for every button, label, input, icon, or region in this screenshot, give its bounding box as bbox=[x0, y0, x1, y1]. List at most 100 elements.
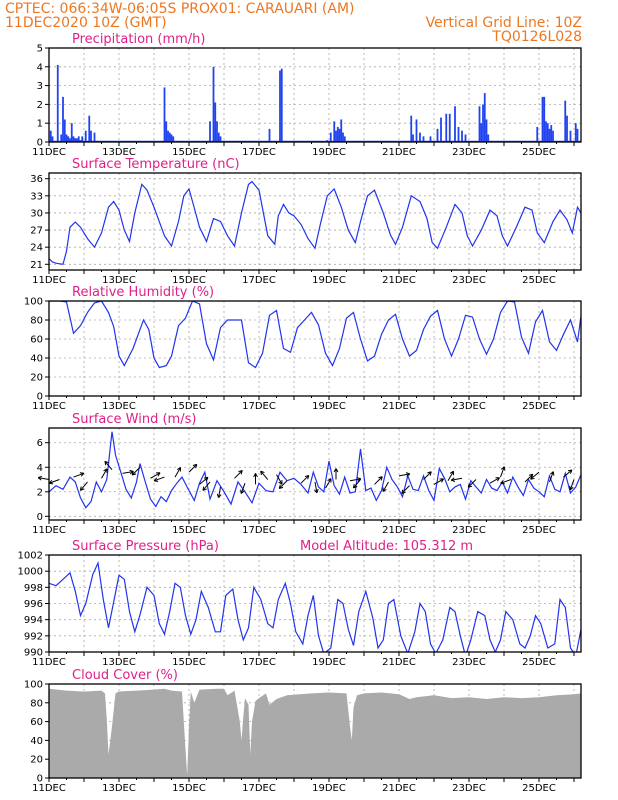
precip-bar bbox=[72, 136, 75, 142]
x-tick-label: 23DEC bbox=[452, 275, 486, 286]
precip-bar bbox=[67, 136, 70, 142]
precip-bar bbox=[543, 96, 546, 142]
precip-bar bbox=[60, 134, 63, 142]
cloud-cover-area bbox=[49, 688, 581, 778]
wind-arrow bbox=[48, 479, 60, 485]
wind-arrow bbox=[325, 478, 332, 489]
y-tick-label: 27 bbox=[30, 226, 43, 237]
series-line bbox=[49, 180, 581, 265]
y-tick-label: 30 bbox=[30, 208, 43, 219]
precip-bar bbox=[412, 134, 414, 142]
precip-bar bbox=[77, 136, 80, 142]
panel-2: 0 20 40 60 80 100 11DEC 13DEC 15DEC 17DEC 19DEC 21D… bbox=[24, 285, 582, 412]
precip-bar bbox=[219, 136, 222, 142]
precip-bar bbox=[90, 130, 92, 142]
precip-bar bbox=[461, 130, 463, 142]
x-tick-label: 23DEC bbox=[452, 657, 486, 668]
panel-title: Relative Humidity (%) bbox=[72, 285, 214, 300]
precip-bar bbox=[429, 136, 432, 142]
precip-bar bbox=[62, 96, 64, 142]
panel-frame bbox=[48, 172, 582, 271]
x-tick-label: 11DEC bbox=[32, 275, 66, 286]
y-tick-label: 36 bbox=[30, 174, 43, 185]
y-tick-label: 20 bbox=[30, 373, 43, 384]
wind-arrow bbox=[260, 470, 269, 480]
precip-bar bbox=[163, 87, 166, 142]
x-tick-label: 15DEC bbox=[172, 401, 206, 412]
precip-bar bbox=[487, 134, 490, 142]
panel-annotation: Model Altitude: 105.312 m bbox=[300, 539, 473, 554]
precip-bar bbox=[454, 106, 456, 142]
x-tick-label: 19DEC bbox=[312, 401, 346, 412]
x-tick-label: 21DEC bbox=[382, 783, 416, 794]
x-tick-label: 19DEC bbox=[312, 147, 346, 158]
precip-bar bbox=[209, 121, 211, 142]
x-tick-label: 21DEC bbox=[382, 401, 416, 412]
wind-arrow bbox=[450, 477, 463, 482]
y-tick-label: 992 bbox=[24, 631, 43, 642]
y-tick-label: 6 bbox=[37, 438, 43, 449]
x-tick-label: 25DEC bbox=[522, 401, 556, 412]
wind-arrow bbox=[382, 481, 389, 492]
panel-title: Surface Pressure (hPa) bbox=[72, 539, 219, 554]
y-tick-label: 0 bbox=[37, 138, 43, 149]
wind-arrow bbox=[199, 476, 209, 485]
y-tick-label: 2 bbox=[37, 100, 43, 111]
x-tick-label: 25DEC bbox=[522, 147, 556, 158]
precip-bar bbox=[448, 113, 451, 142]
wind-arrow bbox=[563, 469, 573, 478]
wind-arrow bbox=[500, 466, 506, 478]
precip-bar bbox=[279, 70, 281, 142]
wind-arrow bbox=[188, 463, 198, 473]
x-tick-label: 19DEC bbox=[312, 657, 346, 668]
wind-arrow bbox=[333, 468, 339, 480]
y-tick-label: 80 bbox=[30, 698, 43, 709]
wind-arrow bbox=[401, 485, 410, 494]
y-tick-label: 60 bbox=[30, 335, 43, 346]
precip-bar bbox=[546, 123, 549, 142]
x-tick-label: 15DEC bbox=[172, 147, 206, 158]
precip-bar bbox=[482, 104, 484, 142]
wind-arrow bbox=[276, 474, 283, 485]
x-tick-label: 15DEC bbox=[172, 657, 206, 668]
wind-arrow bbox=[374, 476, 383, 485]
precip-bar bbox=[419, 132, 421, 142]
precip-bar bbox=[280, 68, 283, 142]
wind-arrow bbox=[253, 473, 258, 485]
precip-bar bbox=[51, 136, 54, 142]
x-tick-label: 19DEC bbox=[312, 783, 346, 794]
wind-arrow bbox=[314, 481, 319, 494]
wind-arrow bbox=[398, 472, 411, 477]
x-tick-label: 15DEC bbox=[172, 783, 206, 794]
wind-arrow bbox=[174, 467, 181, 478]
wind-arrow bbox=[131, 466, 141, 476]
y-tick-label: 994 bbox=[24, 615, 43, 626]
wind-arrow bbox=[433, 478, 444, 485]
x-tick-label: 17DEC bbox=[242, 275, 276, 286]
precip-bar bbox=[81, 136, 84, 142]
wind-arrow bbox=[202, 481, 211, 491]
wind-arrow bbox=[37, 475, 50, 481]
wind-arrow bbox=[549, 471, 555, 483]
series-line bbox=[49, 301, 581, 369]
precip-bar bbox=[415, 119, 418, 142]
precip-bar bbox=[576, 128, 579, 142]
precip-bar bbox=[214, 102, 217, 142]
x-tick-label: 11DEC bbox=[32, 783, 66, 794]
y-tick-label: 0 bbox=[37, 392, 43, 403]
precip-bar bbox=[268, 128, 271, 142]
wind-arrow bbox=[122, 469, 134, 475]
precip-bar bbox=[550, 125, 553, 142]
wind-arrow bbox=[79, 481, 88, 491]
x-tick-label: 13DEC bbox=[102, 275, 136, 286]
y-tick-label: 20 bbox=[30, 755, 43, 766]
wind-arrow bbox=[216, 486, 222, 499]
x-tick-label: 23DEC bbox=[452, 401, 486, 412]
panel-0: 0 1 2 3 4 5 11DEC 13DEC 15DEC 17DEC 19DEC 21DEC 23DE… bbox=[32, 32, 582, 158]
y-tick-label: 24 bbox=[30, 243, 43, 254]
precip-bar bbox=[566, 115, 568, 142]
precip-bar bbox=[70, 123, 73, 142]
wind-arrow bbox=[352, 479, 361, 489]
y-tick-label: 4 bbox=[37, 62, 43, 73]
